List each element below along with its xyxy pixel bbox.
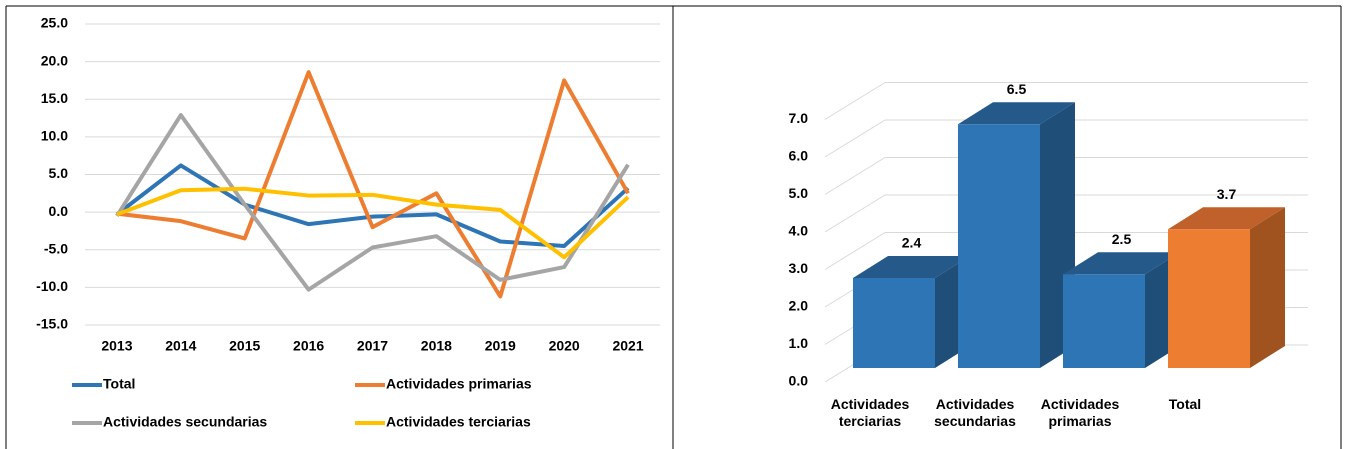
value-label: 2.5: [1112, 231, 1132, 247]
y-tick-label: 15.0: [41, 90, 68, 106]
y-tick-label: 3.0: [789, 260, 809, 276]
grid-line: [824, 157, 886, 195]
y-tick-label: -10.0: [36, 278, 68, 294]
y-tick-label: 25.0: [41, 15, 68, 31]
grid-line: [824, 194, 886, 233]
y-tick-label: 0.0: [49, 203, 69, 219]
y-tick-label: -5.0: [44, 240, 68, 256]
value-label: 6.5: [1007, 81, 1027, 97]
y-tick-label: 1.0: [789, 335, 809, 351]
x-tick-label: 2019: [485, 338, 516, 354]
y-tick-label: 0.0: [789, 373, 809, 389]
y-tick-label: -15.0: [36, 316, 68, 332]
value-label: 2.4: [902, 235, 922, 251]
grid-line: [824, 232, 886, 270]
bar: [1168, 229, 1250, 368]
line: [115, 163, 630, 248]
line: [116, 70, 630, 299]
x-tick-label: Actividades secundarias: [934, 396, 1016, 429]
x-tick-label: 2018: [421, 338, 452, 354]
bar-side: [1250, 207, 1285, 368]
legend-label: Total: [103, 376, 135, 392]
line: [115, 113, 630, 292]
y-tick-label: 20.0: [41, 52, 68, 68]
x-tick-label: 2017: [357, 338, 388, 354]
x-tick-label: 2021: [612, 338, 643, 354]
line: [116, 186, 630, 260]
y-tick-label: 7.0: [789, 110, 809, 126]
y-tick-label: 6.0: [789, 148, 809, 164]
y-tick-label: 5.0: [49, 165, 69, 181]
y-tick-label: 4.0: [789, 223, 809, 239]
bar-top: [853, 256, 970, 278]
y-tick-label: 5.0: [789, 185, 809, 201]
x-tick-label: 2013: [101, 338, 132, 354]
x-tick-label: 2016: [293, 338, 324, 354]
legend-label: Actividades secundarias: [103, 414, 267, 430]
bar-top: [1063, 252, 1180, 275]
bar-top: [1168, 207, 1285, 230]
legend-label: Actividades primarias: [386, 376, 532, 392]
grid-line: [824, 82, 886, 120]
x-tick-label: Total: [1168, 396, 1202, 412]
grid-line: [824, 119, 886, 158]
x-tick-label: Actividades terciarias: [830, 396, 910, 429]
bar: [853, 278, 935, 368]
legend-label: Actividades terciarias: [386, 414, 531, 430]
x-tick-label: 2015: [229, 338, 260, 354]
bar: [1063, 274, 1145, 368]
y-tick-label: 2.0: [789, 298, 809, 314]
bar: [958, 124, 1040, 368]
bar-top: [958, 102, 1075, 125]
value-label: 3.7: [1217, 186, 1237, 202]
x-tick-label: 2020: [549, 338, 580, 354]
x-tick-label: 2014: [165, 338, 196, 354]
x-tick-label: Actividades primarias: [1040, 396, 1120, 429]
y-tick-label: 10.0: [41, 128, 68, 144]
